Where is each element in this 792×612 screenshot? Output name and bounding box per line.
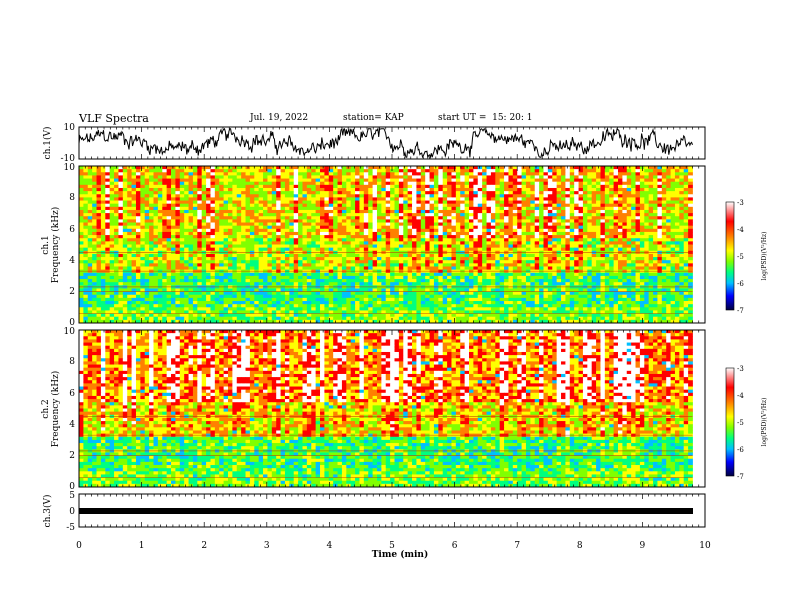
ch1-colorbar-tick-m4: -4 xyxy=(737,226,744,234)
x-tick-label-3: 3 xyxy=(264,541,270,551)
ch2-spectrogram-image xyxy=(79,330,693,488)
ch2-freq-tick-10: 10 xyxy=(64,327,76,337)
ch1-colorbar-tick-m6: -6 xyxy=(737,280,744,288)
panel-ch1-waveform: 10 -10 ch.1(V) xyxy=(42,123,706,164)
ch1-spectrogram-image xyxy=(79,166,693,324)
ch1-colorbar xyxy=(725,201,735,311)
chart-title: VLF Spectra xyxy=(79,112,149,125)
ch1-waveform-ticks xyxy=(78,127,706,159)
ch2-spectrogram-ylabel-channel: ch.2 xyxy=(41,399,51,418)
ch3-ytick-m5: -5 xyxy=(66,523,75,533)
ch1-colorbar-tick-m5: -5 xyxy=(737,253,744,261)
panel-ch2-spectrogram: 0 2 4 6 8 10 ch.2 Frequency (kHz) -3 -4 … xyxy=(41,327,768,492)
ch1-ytick-bottom: -10 xyxy=(61,154,76,164)
x-tick-label-7: 7 xyxy=(514,541,520,551)
ch3-waveform-ylabel: ch.3(V) xyxy=(42,495,53,528)
ch1-freq-tick-6: 6 xyxy=(69,225,75,235)
ch3-waveform-band xyxy=(79,508,693,514)
ch1-waveform-line xyxy=(78,127,693,160)
x-tick-label-0: 0 xyxy=(76,541,82,551)
ch1-colorbar-label: log(PSD)(V²/Hz) xyxy=(761,232,768,281)
ch2-freq-tick-4: 4 xyxy=(69,420,75,430)
panel-ch3-waveform: 5 0 -5 ch.3(V) xyxy=(42,491,706,533)
x-tick-label-9: 9 xyxy=(640,541,646,551)
ch2-colorbar-tick-m5: -5 xyxy=(737,419,744,427)
ch1-spectrogram-ylabel-channel: ch.1 xyxy=(41,235,51,254)
start-ut-label: start UT = 15: 20: 1 xyxy=(438,113,533,123)
ch1-freq-tick-2: 2 xyxy=(69,287,75,297)
x-axis-label: Time (min) xyxy=(372,549,429,560)
x-tick-label-5: 5 xyxy=(389,541,395,551)
ch1-spectrogram-ticks xyxy=(78,166,706,323)
ch1-freq-tick-10: 10 xyxy=(64,163,76,173)
ch1-freq-tick-8: 8 xyxy=(69,193,75,203)
station-label: station= KAP xyxy=(343,113,404,123)
ch1-waveform-ylabel: ch.1(V) xyxy=(42,127,53,160)
ch2-colorbar-label: log(PSD)(V²/Hz) xyxy=(761,398,768,447)
ch2-spectrogram-ticks xyxy=(78,330,706,487)
ch2-freq-tick-0: 0 xyxy=(69,482,75,492)
ch3-ytick-0: 0 xyxy=(69,507,75,517)
x-tick-label-6: 6 xyxy=(452,541,458,551)
x-tick-label-1: 1 xyxy=(139,541,145,551)
ch1-colorbar-tick-m7: -7 xyxy=(737,307,744,315)
ch3-waveform-ticks xyxy=(78,494,706,527)
ch2-freq-tick-2: 2 xyxy=(69,451,75,461)
ch2-freq-tick-8: 8 xyxy=(69,357,75,367)
x-tick-label-10: 10 xyxy=(699,541,711,551)
panel-ch1-spectrogram: 0 2 4 6 8 10 ch.1 Frequency (kHz) -3 -4 … xyxy=(41,163,768,328)
ch2-colorbar-tick-m3: -3 xyxy=(737,365,744,373)
ch2-spectrogram-ylabel-freq: Frequency (kHz) xyxy=(50,371,61,448)
x-tick-label-8: 8 xyxy=(577,541,583,551)
ch1-ytick-top: 10 xyxy=(64,123,76,133)
x-tick-label-2: 2 xyxy=(201,541,207,551)
ch1-spectrogram-ylabel-freq: Frequency (kHz) xyxy=(50,207,61,284)
ch1-freq-tick-0: 0 xyxy=(69,318,75,328)
ch1-colorbar-tick-m3: -3 xyxy=(737,199,744,207)
x-axis-tick-labels: 0 1 2 3 4 5 6 7 8 9 10 xyxy=(76,541,711,551)
ch2-colorbar-tick-m4: -4 xyxy=(737,392,744,400)
ch2-colorbar-tick-m7: -7 xyxy=(737,473,744,481)
ch2-freq-tick-6: 6 xyxy=(69,389,75,399)
date-label: Jul. 19, 2022 xyxy=(250,113,309,123)
ch2-colorbar-tick-m6: -6 xyxy=(737,446,744,454)
ch3-ytick-5: 5 xyxy=(69,491,75,501)
x-tick-label-4: 4 xyxy=(327,541,333,551)
ch2-colorbar xyxy=(725,367,735,477)
ch1-freq-tick-4: 4 xyxy=(69,256,75,266)
